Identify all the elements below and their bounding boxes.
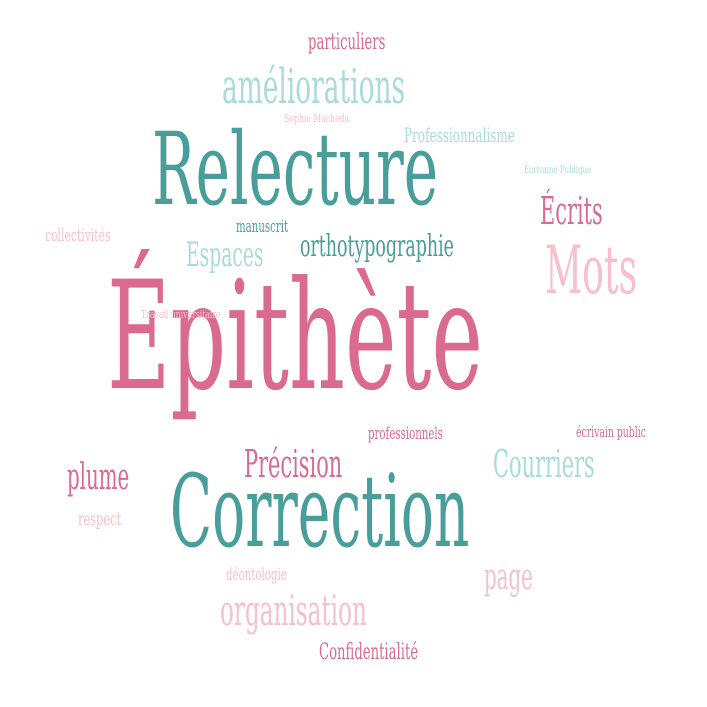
word-collectivites: collectivités: [45, 225, 111, 246]
word-confidentialite: Confidentialité: [319, 640, 419, 665]
word-manuscrit: manuscrit: [236, 217, 289, 237]
word-respect: respect: [78, 508, 122, 530]
word-correction: Correction: [170, 453, 470, 570]
word-mots: Mots: [545, 232, 638, 309]
word-ecrivaine-publique: Écrivaine Publique: [524, 165, 592, 176]
word-organisation: organisation: [220, 586, 367, 635]
word-particuliers: particuliers: [308, 30, 386, 55]
word-epithete: Épithète: [107, 250, 483, 424]
word-courriers: Courriers: [493, 442, 595, 486]
word-deontologie: déontologie: [226, 565, 287, 585]
word-page: page: [484, 557, 533, 598]
word-professionnalisme: Professionnalisme: [404, 123, 515, 147]
word-sophie-macheda: Sophie Macheda: [284, 112, 350, 125]
word-ecrits: Écrits: [540, 189, 603, 233]
word-espaces: Espaces: [186, 235, 264, 275]
word-professionnels: professionnels: [368, 424, 443, 444]
word-relecture: Relecture: [152, 111, 439, 228]
word-travail-universitaire: Travail universitaire: [141, 308, 221, 321]
word-precision: Précision: [244, 442, 343, 486]
word-orthotypographie: orthotypographie: [300, 229, 454, 264]
word-ameliorations: améliorations: [222, 59, 406, 115]
word-plume: plume: [67, 457, 130, 498]
word-ecrivain-public: écrivain public: [576, 423, 646, 441]
